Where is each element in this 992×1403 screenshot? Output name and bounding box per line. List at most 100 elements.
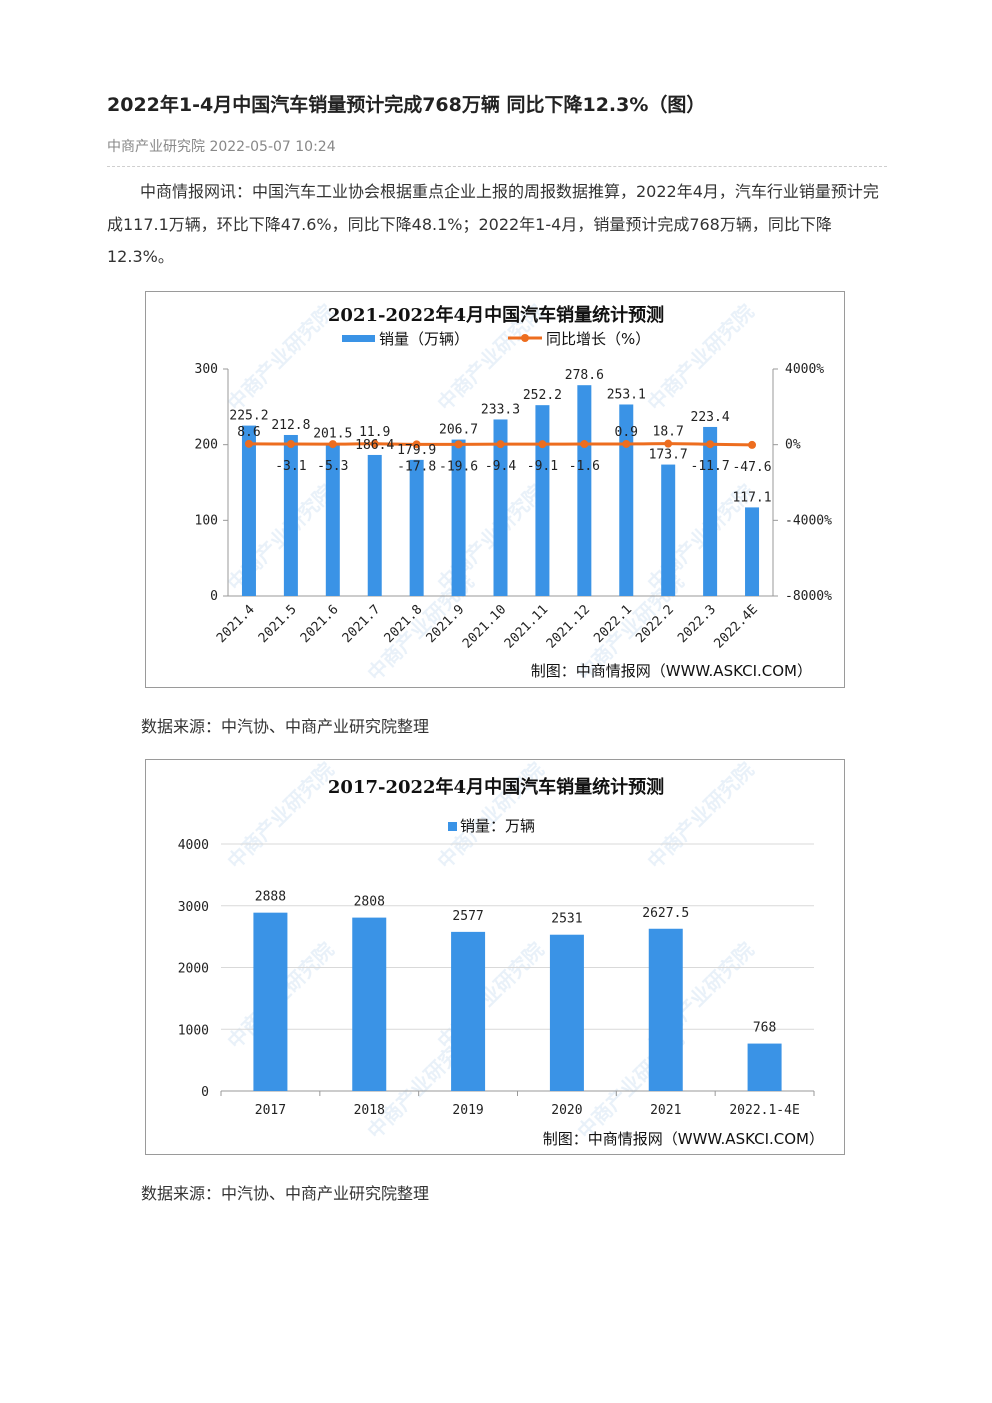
growth-value-label: -5.3: [317, 459, 348, 474]
y2-tick-label: -4000%: [785, 513, 832, 528]
bar-value-label: 223.4: [691, 410, 730, 425]
bar: [703, 426, 718, 596]
bar-value-label: 2577: [452, 909, 483, 924]
growth-value-label: 11.9: [359, 425, 390, 440]
growth-marker: [370, 439, 379, 448]
watermark-text: 中商产业研究院: [223, 480, 339, 596]
bar: [451, 439, 466, 596]
chart-credit: 制图：中商情报网（WWW.ASKCI.COM）: [543, 1130, 824, 1148]
bar-value-label: 186.4: [355, 438, 394, 453]
bar: [352, 917, 387, 1091]
legend-label-sales: 销量：万辆: [460, 817, 535, 835]
y2-tick-label: 0%: [785, 438, 801, 453]
x-tick-label: 2022.1-4E: [729, 1103, 799, 1118]
chart-monthly-sales: 中商产业研究院 中商产业研究院 中商产业研究院 中商产业研究院 中商产业研究院 中商产业研…: [145, 291, 845, 688]
x-tick-label: 2019: [452, 1103, 483, 1118]
source-note-2: 数据来源：中汽协、中商产业研究院整理: [141, 1184, 430, 1203]
y2-tick-label: 4000%: [785, 362, 824, 377]
watermark-text: 中商产业研究院: [223, 300, 339, 416]
x-tick-label: 2021.10: [460, 602, 509, 651]
x-tick-label: 2021.11: [502, 602, 551, 651]
bar: [535, 405, 550, 596]
growth-value-label: -1.6: [569, 459, 600, 474]
legend-marker: [521, 334, 529, 342]
x-tick-label: 2021.12: [544, 602, 593, 651]
watermark-text: 中商产业研究院: [433, 938, 549, 1054]
growth-marker: [706, 440, 715, 449]
growth-value-label: -47.6: [732, 460, 771, 475]
article-meta: 中商产业研究院 2022-05-07 10:24: [107, 139, 336, 155]
growth-value-label: -17.8: [397, 459, 436, 474]
bar-value-label: 2888: [255, 890, 286, 905]
bar-value-label: 212.8: [271, 418, 310, 433]
x-tick-label: 2022.4E: [712, 602, 761, 651]
y-tick-label: 4000: [178, 838, 209, 853]
watermark-text: 中商产业研究院: [223, 760, 339, 874]
growth-marker: [580, 440, 589, 449]
article-title: 2022年1-4月中国汽车销量预计完成768万辆 同比下降12.3%（图）: [107, 94, 706, 116]
legend-label-sales: 销量（万辆）: [379, 330, 469, 348]
bar: [283, 434, 298, 596]
chart-title: 2017-2022年4月中国汽车销量统计预测: [328, 776, 664, 798]
x-tick-label: 2017: [255, 1103, 286, 1118]
growth-marker: [748, 440, 757, 449]
bar: [451, 931, 486, 1091]
growth-marker: [244, 439, 253, 448]
bar-value-label: 206.7: [439, 423, 478, 438]
bar-value-label: 252.2: [523, 388, 562, 403]
bar-value-label: 233.3: [481, 402, 520, 417]
bar-value-label: 253.1: [607, 387, 646, 402]
growth-value-label: -9.1: [527, 459, 558, 474]
bar-value-label: 117.1: [732, 490, 771, 505]
legend-label-growth: 同比增长（%）: [546, 330, 650, 348]
bar: [241, 425, 256, 596]
bar: [325, 443, 340, 596]
growth-value-label: 0.9: [615, 425, 638, 440]
y-tick-label: 0: [210, 589, 218, 604]
bar-value-label: 179.9: [397, 443, 436, 458]
growth-marker: [496, 440, 505, 449]
y2-tick-label: -8000%: [785, 589, 832, 604]
x-tick-label: 2020: [551, 1103, 582, 1118]
legend-swatch-bar: [448, 822, 457, 831]
source-note-1: 数据来源：中汽协、中商产业研究院整理: [141, 717, 430, 736]
growth-value-label: -11.7: [691, 459, 730, 474]
x-tick-label: 2021.6: [298, 602, 342, 646]
growth-marker: [622, 439, 631, 448]
y-tick-label: 3000: [178, 900, 209, 915]
y-tick-label: 200: [195, 438, 218, 453]
x-tick-label: 2021: [650, 1103, 681, 1118]
bar: [619, 404, 634, 596]
chart-annual-sales: 中商产业研究院 中商产业研究院 中商产业研究院 中商产业研究院 中商产业研究院 中商产业研…: [145, 759, 845, 1155]
bar: [253, 912, 288, 1091]
x-tick-label: 2021.4: [214, 602, 258, 646]
x-tick-label: 2021.7: [340, 602, 384, 646]
bar-value-label: 768: [753, 1021, 776, 1036]
growth-value-label: -19.6: [439, 459, 478, 474]
bar-value-label: 201.5: [313, 427, 352, 442]
growth-marker: [286, 440, 295, 449]
growth-marker: [454, 440, 463, 449]
bar-value-label: 2627.5: [642, 906, 689, 921]
bar: [493, 419, 508, 596]
bar-value-label: 2531: [551, 912, 582, 927]
bar: [747, 1043, 782, 1091]
legend-swatch-bar: [342, 335, 375, 342]
watermark-text: 中商产业研究院: [433, 480, 549, 596]
growth-value-label: 18.7: [653, 425, 684, 440]
bar-value-label: 2808: [354, 895, 385, 910]
bar-value-label: 225.2: [229, 409, 268, 424]
growth-marker: [664, 439, 673, 448]
bar-value-label: 278.6: [565, 368, 604, 383]
bar: [745, 507, 760, 596]
bar: [549, 934, 584, 1091]
y-tick-label: 0: [201, 1085, 209, 1100]
growth-marker: [538, 440, 547, 449]
y-tick-label: 100: [195, 513, 218, 528]
growth-marker: [412, 440, 421, 449]
growth-marker: [328, 440, 337, 449]
bar-value-label: 173.7: [649, 448, 688, 463]
growth-value-label: -9.4: [485, 459, 516, 474]
